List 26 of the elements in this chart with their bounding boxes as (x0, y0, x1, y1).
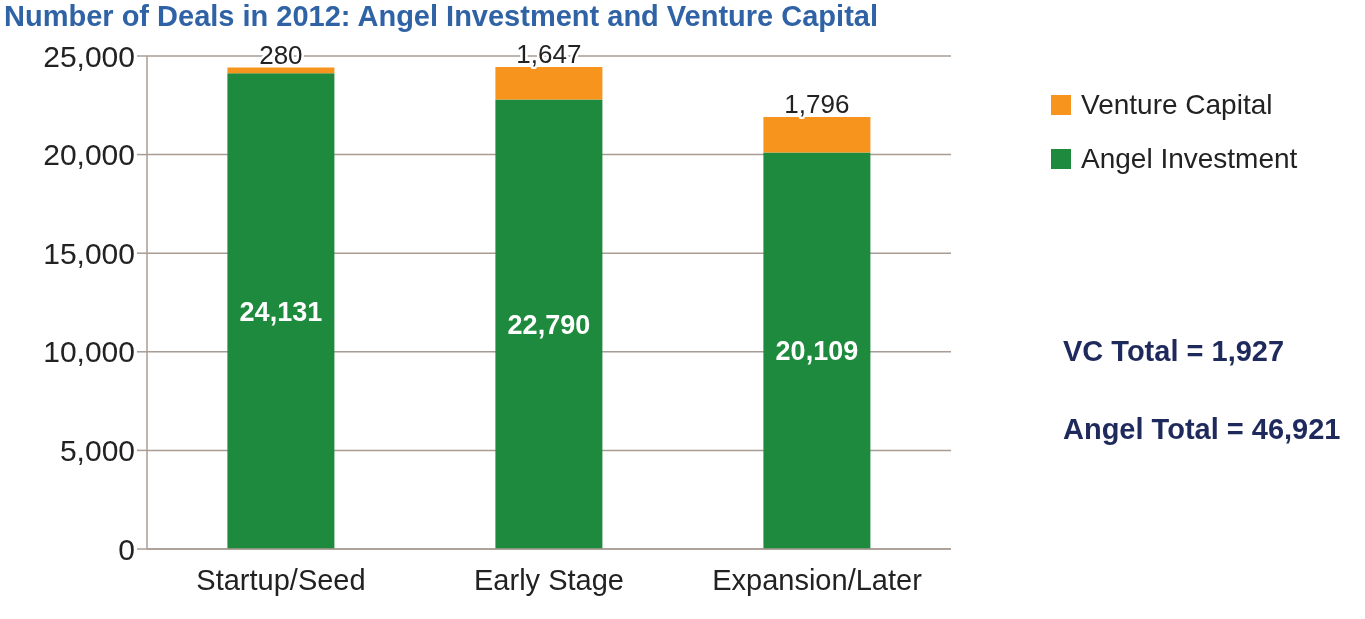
y-tick-label: 25,000 (43, 39, 135, 73)
data-label: 280 (259, 39, 303, 70)
text: Angel Total = 46,921 (1063, 413, 1341, 446)
bar (495, 67, 603, 100)
text: VC Total = 1,927 (1063, 335, 1285, 368)
bar (763, 152, 871, 549)
bar (763, 117, 871, 153)
x-tick-label: Expansion/Later (712, 563, 923, 596)
data-label: 1,796 (784, 89, 850, 120)
bar (227, 67, 335, 74)
data-label: 22,790 (507, 309, 591, 340)
legend-label: Angel Investment (1081, 143, 1298, 175)
data-label: 1,647 (516, 39, 582, 70)
data-label: 24,131 (239, 296, 323, 327)
y-tick-label: 10,000 (43, 335, 135, 369)
x-tick-label: Startup/Seed (196, 563, 366, 596)
bar (227, 73, 335, 549)
y-tick-label: 15,000 (43, 236, 135, 270)
chart-title: Number of Deals in 2012: Angel Investment and Venture Capital (4, 0, 878, 33)
y-tick-label: 5,000 (59, 434, 135, 468)
data-label: 20,109 (775, 336, 859, 367)
x-tick-label: Early Stage (474, 563, 624, 596)
y-tick-label: 0 (118, 532, 135, 566)
y-tick-label: 20,000 (43, 138, 135, 172)
bar (495, 99, 603, 549)
legend-label: Venture Capital (1081, 89, 1273, 121)
